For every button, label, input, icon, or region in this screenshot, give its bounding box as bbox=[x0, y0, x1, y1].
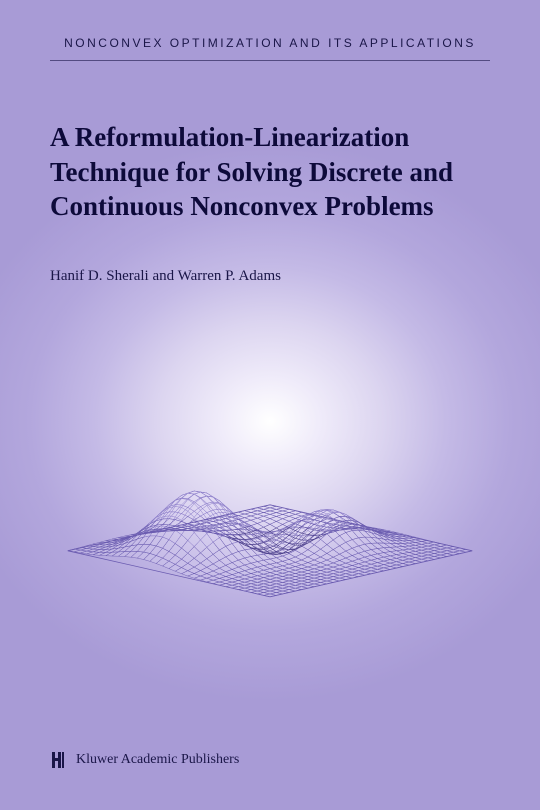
surface-plot bbox=[60, 400, 480, 660]
title-block: A Reformulation-Linearization Technique … bbox=[50, 120, 490, 285]
publisher-name: Kluwer Academic Publishers bbox=[76, 752, 239, 768]
wireframe-surface-icon bbox=[60, 400, 480, 660]
book-title: A Reformulation-Linearization Technique … bbox=[50, 120, 490, 224]
book-cover: NONCONVEX OPTIMIZATION AND ITS APPLICATI… bbox=[0, 0, 540, 810]
publisher-logo-icon bbox=[50, 750, 66, 770]
book-authors: Hanif D. Sherali and Warren P. Adams bbox=[50, 268, 490, 285]
publisher-block: Kluwer Academic Publishers bbox=[50, 750, 239, 770]
series-divider bbox=[50, 60, 490, 61]
series-name: NONCONVEX OPTIMIZATION AND ITS APPLICATI… bbox=[0, 36, 540, 50]
series-header: NONCONVEX OPTIMIZATION AND ITS APPLICATI… bbox=[0, 36, 540, 61]
